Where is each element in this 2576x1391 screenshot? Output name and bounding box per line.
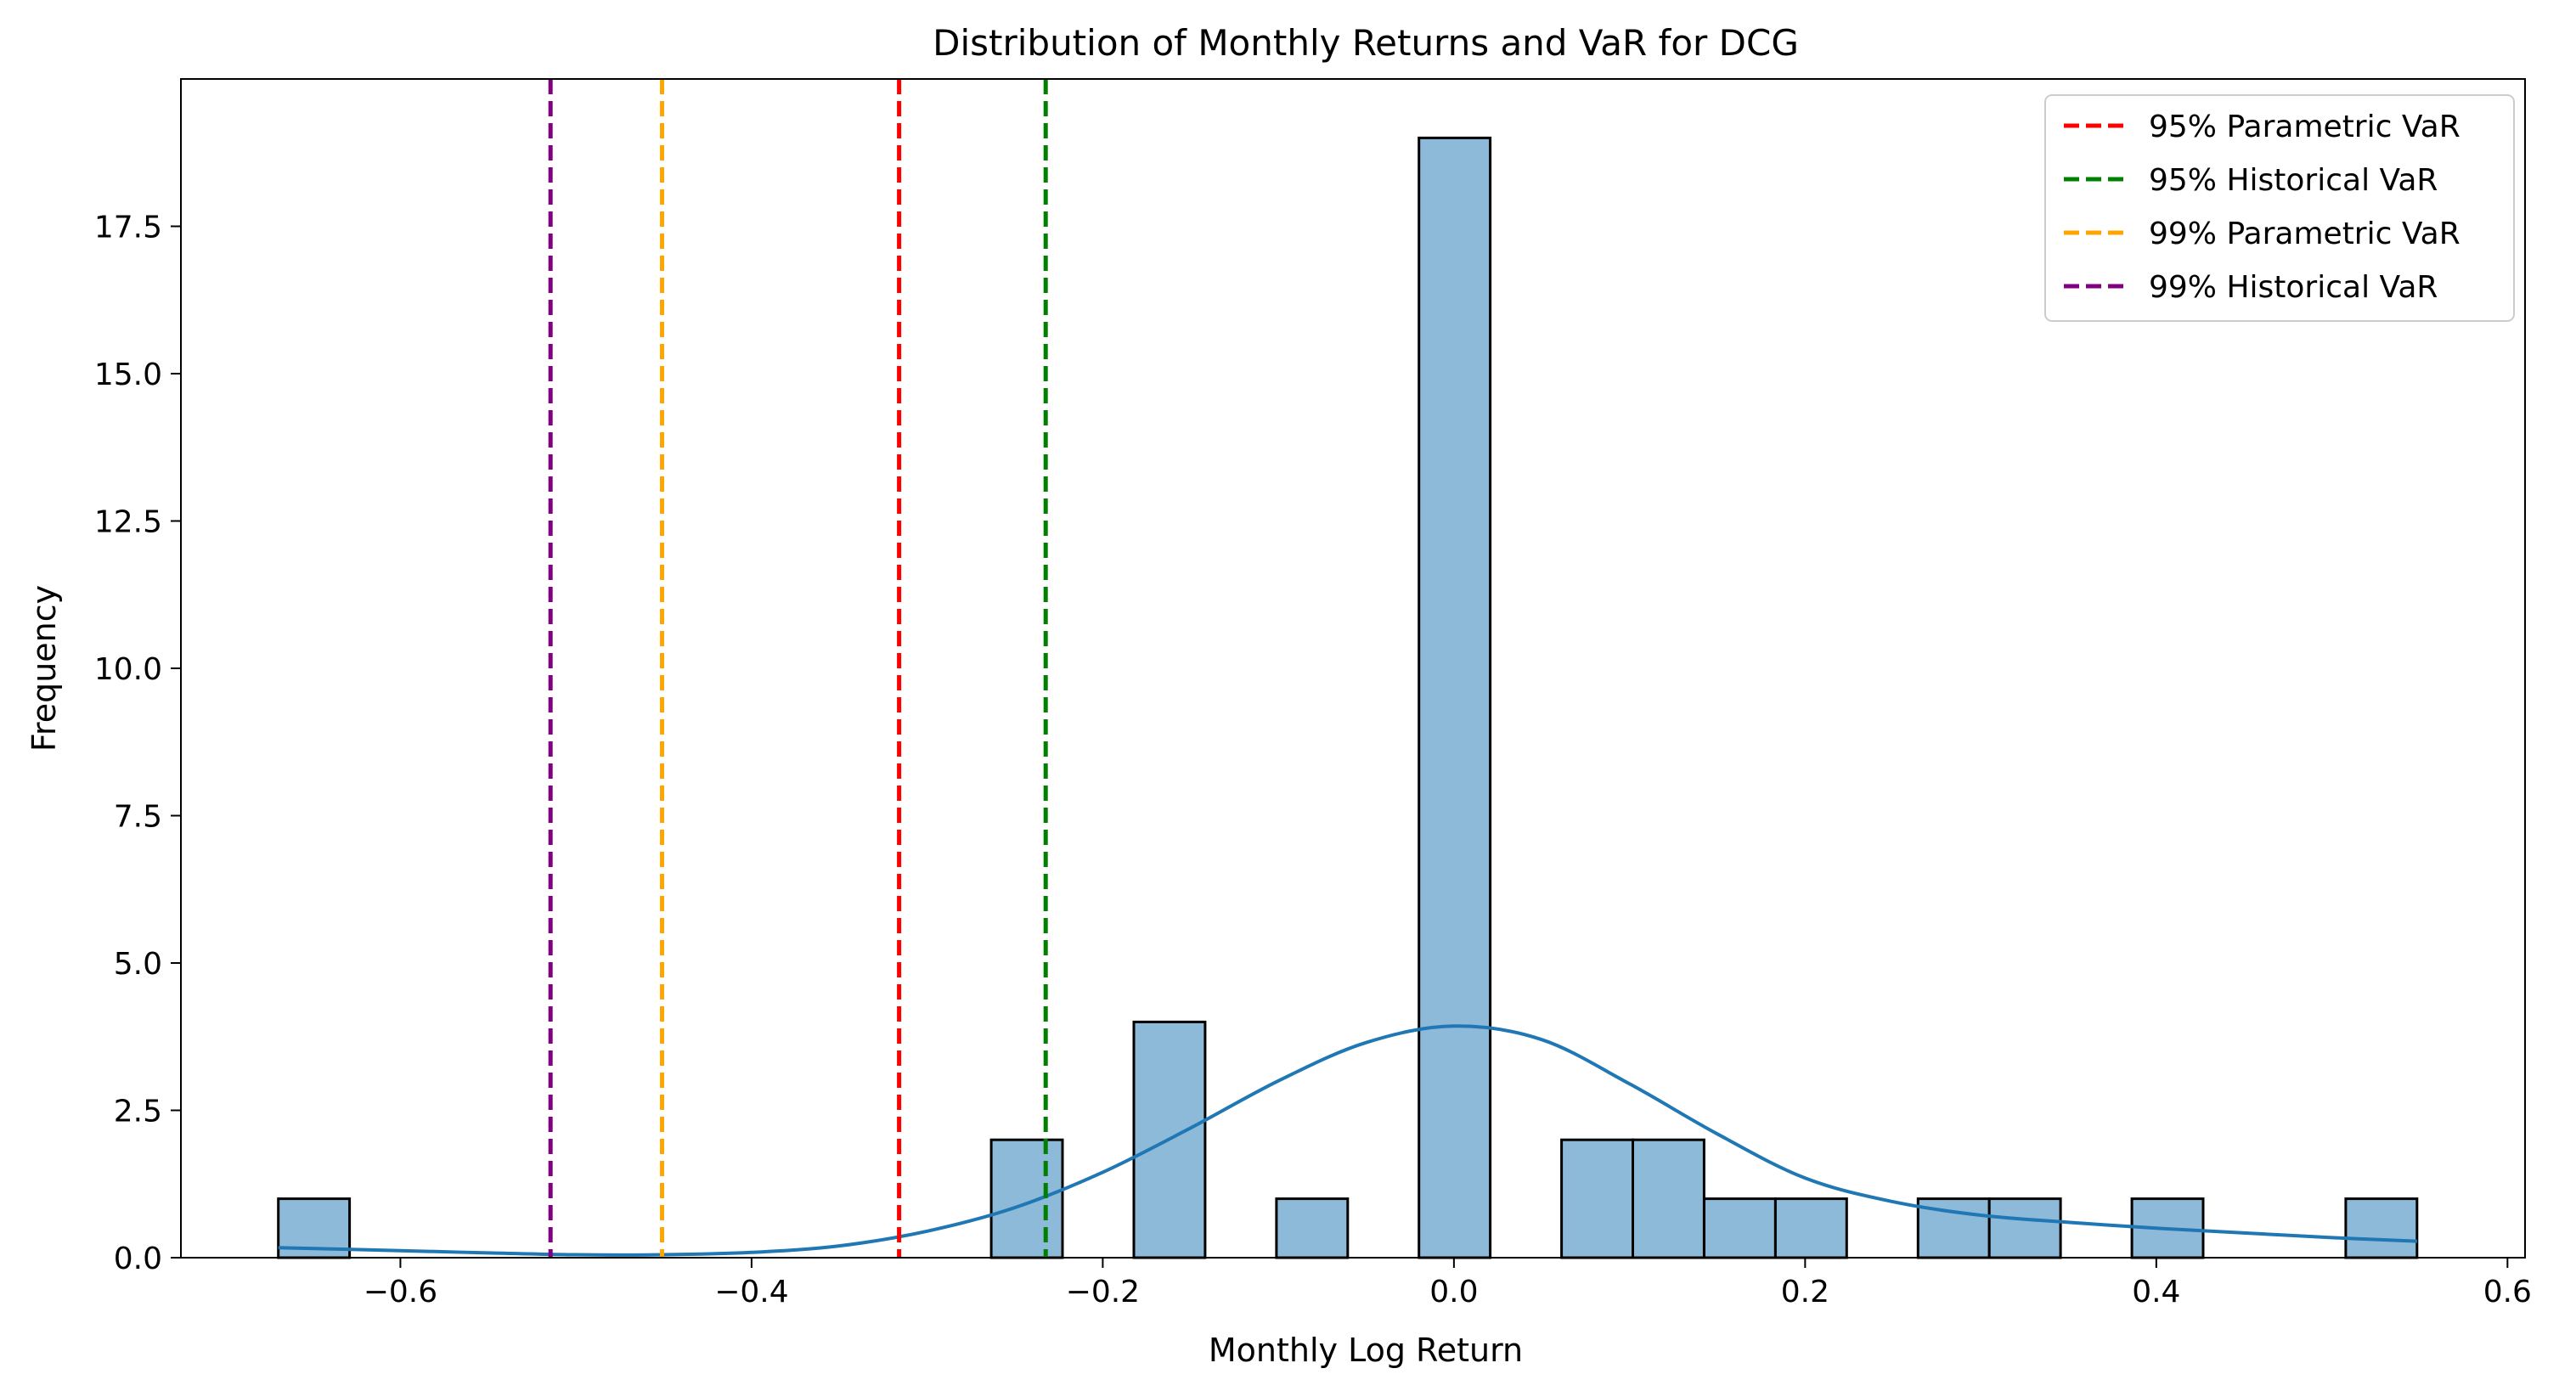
legend-box xyxy=(2044,94,2515,322)
y-tick-label: 12.5 xyxy=(94,505,162,540)
y-tick-label: 5.0 xyxy=(114,947,162,982)
x-axis-label: Monthly Log Return xyxy=(1209,1332,1523,1369)
chart-title: Distribution of Monthly Returns and VaR … xyxy=(933,22,1799,64)
histogram-bar xyxy=(1275,1197,1350,1259)
y-tick-label: 0.0 xyxy=(114,1242,162,1276)
histogram-bar xyxy=(1703,1197,1777,1259)
legend-label: 95% Parametric VaR xyxy=(2149,110,2460,144)
x-tick-label: −0.4 xyxy=(714,1275,788,1309)
histogram-bar xyxy=(989,1138,1064,1259)
legend-label: 99% Parametric VaR xyxy=(2149,217,2460,251)
x-tick-label: −0.6 xyxy=(364,1275,437,1309)
y-axis: 0.0 2.5 5.0 7.5 10.0 12.5 15.0 17.5 xyxy=(94,211,181,1276)
histogram-bar xyxy=(1773,1197,1848,1259)
plot-area xyxy=(277,79,2419,1259)
y-tick-label: 15.0 xyxy=(94,358,162,392)
x-tick-label: 0.0 xyxy=(1429,1275,1478,1309)
histogram-bar xyxy=(1560,1138,1634,1259)
x-tick-label: −0.2 xyxy=(1066,1275,1140,1309)
legend: 95% Parametric VaR 95% Historical VaR 99% … xyxy=(2044,94,2515,322)
y-tick-label: 2.5 xyxy=(114,1095,162,1129)
x-tick-label: 0.4 xyxy=(2132,1275,2180,1309)
histogram-bar xyxy=(1987,1197,2062,1259)
legend-label: 99% Historical VaR xyxy=(2149,270,2438,305)
y-axis-label: Frequency xyxy=(25,585,63,752)
histogram-bar xyxy=(1632,1138,1705,1259)
var-lines xyxy=(548,79,1048,1258)
y-tick-label: 17.5 xyxy=(94,211,162,245)
y-tick-label: 10.0 xyxy=(94,652,162,687)
x-tick-label: 0.6 xyxy=(2483,1275,2532,1309)
y-tick-label: 7.5 xyxy=(114,800,162,835)
histogram-bar xyxy=(2344,1197,2419,1259)
x-tick-label: 0.2 xyxy=(1781,1275,1829,1309)
x-axis: −0.6 −0.4 −0.2 0.0 0.2 0.4 0.6 xyxy=(364,1258,2532,1309)
legend-label: 95% Historical VaR xyxy=(2149,163,2438,198)
histogram-bar xyxy=(1418,136,1492,1259)
